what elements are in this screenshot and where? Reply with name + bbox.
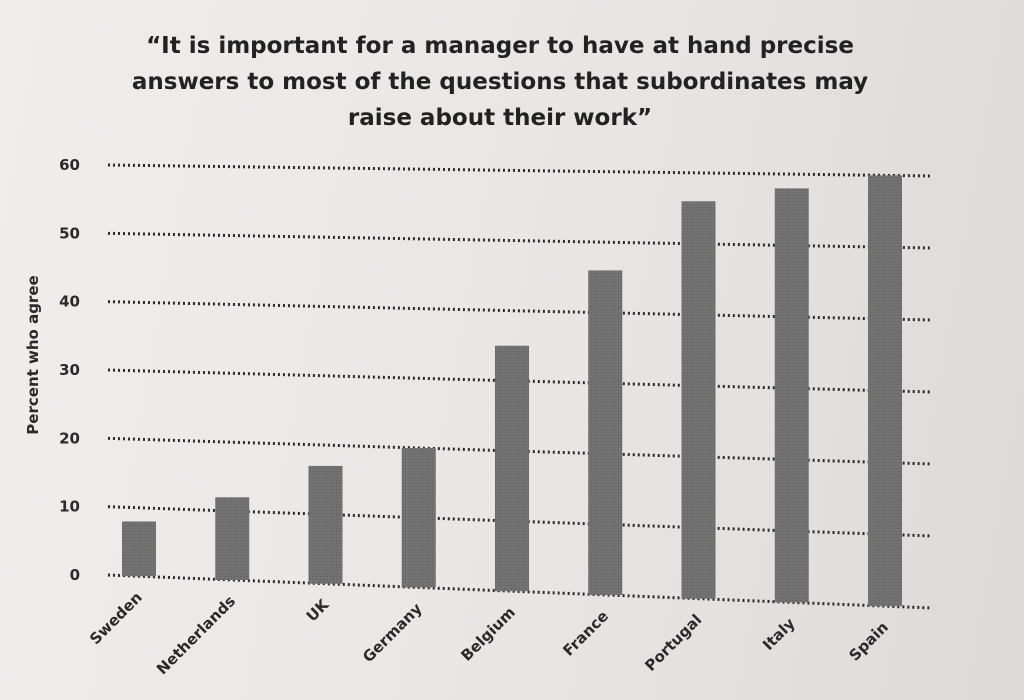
y-tick-label: 40 [59, 293, 80, 311]
x-category-label: Portugal [641, 611, 705, 675]
x-category-label: Sweden [86, 588, 146, 648]
x-category-label: Belgium [457, 603, 518, 664]
x-category-label: Spain [846, 618, 892, 664]
y-tick-label: 50 [59, 224, 80, 242]
x-category-label: UK [303, 595, 334, 626]
bars [122, 175, 902, 607]
bar-sweden [122, 521, 156, 577]
y-axis-label: Percent who agree [24, 275, 42, 434]
x-category-label: Italy [759, 614, 799, 654]
y-tick-labels: 0 10 20 30 40 50 60 [59, 156, 80, 584]
bar-portugal [681, 201, 716, 599]
y-tick-label: 20 [59, 429, 80, 447]
bar-italy [774, 188, 809, 603]
y-tick-label: 60 [59, 156, 80, 174]
y-tick-label: 0 [70, 566, 80, 584]
bar-uk [308, 465, 343, 584]
x-category-label: France [559, 607, 612, 660]
bar-spain [868, 175, 902, 607]
chart-title: “It is important for a manager to have a… [131, 33, 869, 131]
x-category-labels: Sweden Netherlands UK Germany Belgium France P… [86, 588, 892, 678]
y-tick-label: 30 [59, 361, 80, 379]
x-category-label: Germany [359, 599, 426, 666]
gridline [107, 163, 933, 178]
bar-belgium [495, 345, 529, 592]
bar-france [588, 270, 623, 595]
bar-netherlands [215, 497, 250, 580]
y-tick-label: 10 [59, 498, 80, 516]
bar-germany [401, 448, 436, 588]
x-category-label: Netherlands [153, 592, 239, 678]
